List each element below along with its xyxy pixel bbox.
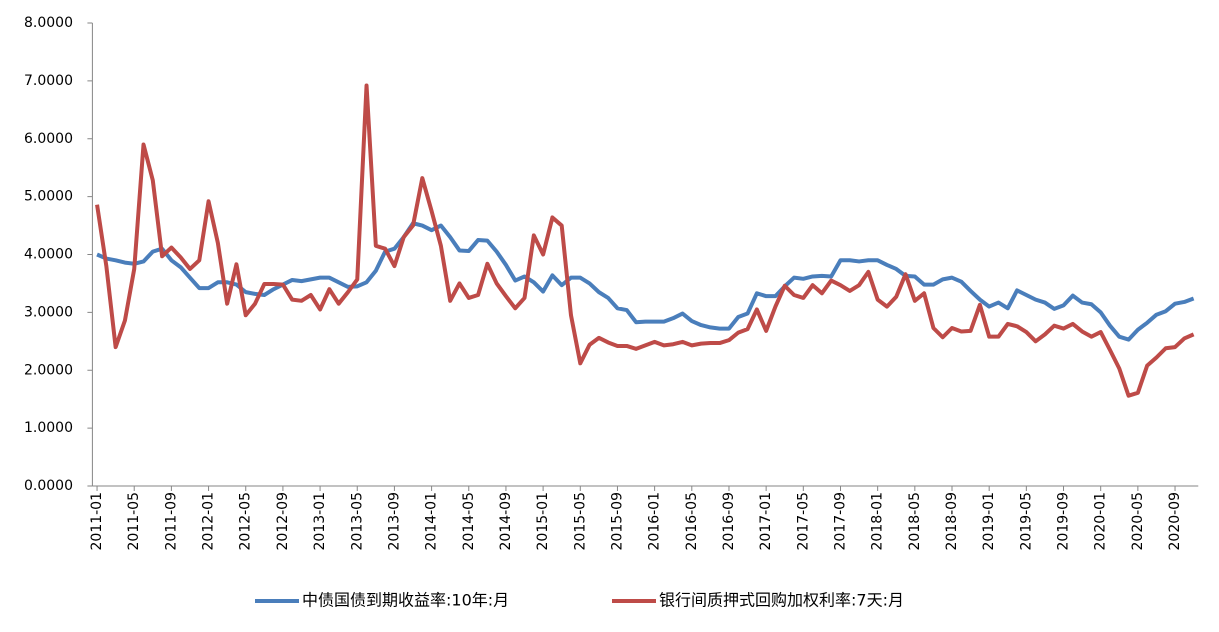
series-line (96, 221, 1195, 342)
x-tick-label: 2019-05 (1018, 492, 1034, 551)
x-tick-label: 2020-05 (1130, 492, 1146, 551)
y-tick-label: 1.0000 (24, 420, 73, 436)
x-tick-label: 2013-09 (386, 492, 402, 551)
x-tick-label: 2011-01 (89, 492, 105, 551)
x-tick-label: 2015-05 (572, 492, 588, 551)
y-tick-label: 7.0000 (24, 73, 73, 89)
series-line (95, 83, 1195, 398)
x-tick-label: 2017-05 (795, 492, 811, 551)
y-tick-label: 0.0000 (24, 478, 73, 494)
x-tick-label: 2018-01 (870, 492, 886, 551)
y-tick-label: 6.0000 (24, 131, 73, 147)
x-tick-label: 2016-09 (721, 492, 737, 551)
y-tick-label: 3.0000 (24, 304, 73, 320)
x-tick-label: 2013-05 (349, 492, 365, 551)
x-tick-label: 2016-01 (647, 492, 663, 551)
y-tick-label: 4.0000 (24, 247, 73, 263)
legend-label: 中债国债到期收益率:10年:月 (302, 591, 509, 610)
x-tick-label: 2015-01 (535, 492, 551, 551)
x-tick-label: 2020-01 (1093, 492, 1109, 551)
x-tick-label: 2015-09 (609, 492, 625, 551)
y-tick-label: 5.0000 (24, 189, 73, 205)
x-tick-label: 2012-01 (201, 492, 217, 551)
x-tick-label: 2014-09 (498, 492, 514, 551)
x-tick-label: 2019-01 (981, 492, 997, 551)
x-tick-label: 2014-01 (424, 492, 440, 551)
x-tick-label: 2012-05 (238, 492, 254, 551)
x-tick-label: 2011-05 (126, 492, 142, 551)
x-tick-label: 2020-09 (1167, 492, 1183, 551)
x-tick-label: 2011-09 (163, 492, 179, 551)
x-tick-label: 2014-05 (461, 492, 477, 551)
x-tick-label: 2013-01 (312, 492, 328, 551)
x-tick-label: 2017-01 (758, 492, 774, 551)
x-tick-label: 2016-05 (684, 492, 700, 551)
x-tick-label: 2019-09 (1056, 492, 1072, 551)
x-tick-label: 2012-09 (275, 492, 291, 551)
x-tick-label: 2017-09 (832, 492, 848, 551)
x-tick-label: 2018-09 (944, 492, 960, 551)
y-tick-label: 8.0000 (24, 15, 73, 31)
legend-label: 银行间质押式回购加权利率:7天:月 (659, 591, 904, 610)
x-tick-label: 2018-05 (907, 492, 923, 551)
y-tick-label: 2.0000 (24, 362, 73, 378)
